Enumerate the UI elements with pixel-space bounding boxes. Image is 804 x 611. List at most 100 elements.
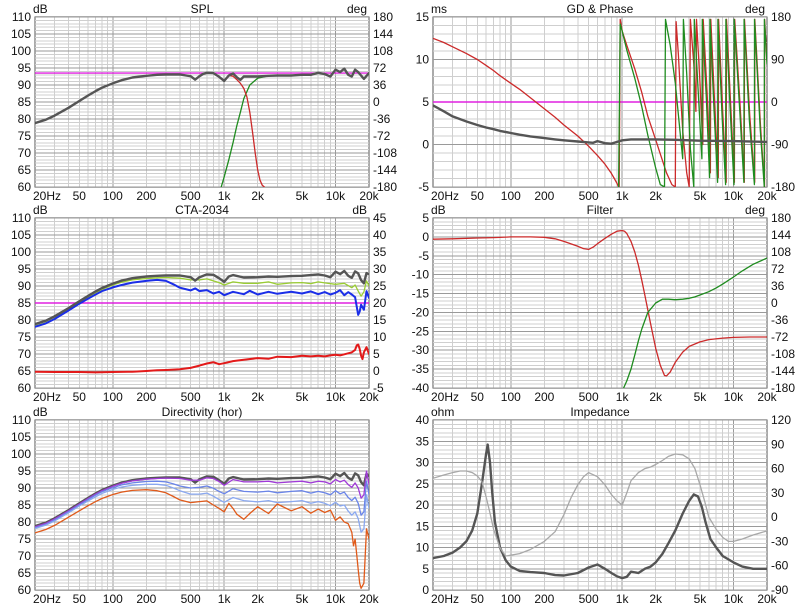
y2-tick-label: 60	[771, 462, 785, 476]
y-tick-label: 60	[18, 381, 32, 395]
y-tick-label: 75	[18, 330, 32, 344]
series-line-1	[433, 453, 767, 557]
y2-tick-label: 0	[771, 296, 778, 310]
y2-tick-label: -30	[771, 534, 789, 548]
y2-tick-label: 180	[771, 10, 791, 24]
y2-tick-label: 90	[771, 437, 785, 451]
y-tick-label: -40	[412, 381, 430, 395]
y2-tick-label: 72	[771, 262, 785, 276]
y-tick-label: 70	[18, 347, 32, 361]
x-tick-label: 1k	[616, 390, 630, 404]
x-tick-label: 1k	[616, 189, 630, 203]
series-line-2	[35, 67, 369, 125]
y-tick-label: 60	[18, 180, 32, 194]
y-tick-label: 0	[422, 138, 429, 152]
left-unit-label: ohm	[431, 405, 454, 419]
x-tick-label: 20k	[757, 189, 777, 203]
y-tick-label: 15	[416, 10, 430, 24]
x-tick-label: 20k	[359, 390, 379, 404]
series-line-0	[433, 229, 767, 377]
y2-tick-label: 180	[373, 10, 393, 24]
y-tick-label: 110	[12, 10, 31, 24]
series-line-3	[433, 104, 767, 145]
x-tick-label: 1k	[218, 189, 232, 203]
x-tick-label: 10k	[724, 189, 744, 203]
x-tick-label: 2k	[251, 189, 265, 203]
x-tick-label: 20Hz	[33, 189, 61, 203]
right-unit-label: dB	[352, 203, 367, 217]
x-tick-label: 10k	[724, 592, 744, 606]
x-tick-label: 50	[73, 189, 87, 203]
left-unit-label: ms	[431, 2, 447, 16]
y-tick-label: 60	[18, 583, 32, 597]
y-tick-label: -20	[412, 305, 430, 319]
x-tick-label: 1k	[218, 592, 232, 606]
x-tick-label: 200	[534, 189, 554, 203]
y-tick-label: 5	[422, 211, 429, 225]
x-tick-label: 500	[181, 189, 201, 203]
x-tick-label: 20k	[359, 189, 379, 203]
y2-tick-label: 40	[373, 228, 387, 242]
y2-tick-label: 0	[771, 95, 778, 109]
right-unit-label: deg	[745, 2, 765, 16]
y2-tick-label: -36	[373, 112, 391, 126]
y-tick-label: 35	[416, 434, 430, 448]
y-tick-label: 40	[416, 413, 430, 427]
x-tick-label: 20Hz	[431, 592, 459, 606]
y2-tick-label: 10	[373, 330, 387, 344]
y2-tick-label: -72	[771, 330, 789, 344]
y2-tick-label: 30	[373, 262, 387, 276]
y2-tick-label: 90	[771, 53, 785, 67]
y-tick-label: 80	[18, 313, 32, 327]
y2-tick-label: 144	[771, 228, 791, 242]
chart-title: Filter	[587, 203, 614, 217]
x-tick-label: 1k	[218, 390, 232, 404]
y-tick-label: 75	[18, 129, 32, 143]
series-line-0	[35, 276, 369, 327]
x-tick-label: 2k	[649, 592, 663, 606]
y-tick-label: 80	[18, 112, 32, 126]
y2-tick-label: 144	[373, 27, 393, 41]
x-tick-label: 2k	[251, 390, 265, 404]
y2-tick-label: -90	[771, 138, 789, 152]
y2-tick-label: -72	[373, 129, 391, 143]
x-tick-label: 50	[471, 189, 485, 203]
y-tick-label: 95	[18, 464, 32, 478]
y-tick-label: 65	[18, 364, 32, 378]
y-tick-label: -35	[412, 362, 430, 376]
y2-tick-label: -180	[771, 180, 795, 194]
y-tick-label: -15	[412, 287, 430, 301]
y2-tick-label: 30	[771, 486, 785, 500]
y-tick-label: 110	[12, 211, 31, 225]
x-tick-label: 5k	[694, 189, 708, 203]
left-unit-label: dB	[431, 203, 446, 217]
x-tick-label: 500	[181, 390, 201, 404]
y2-tick-label: 72	[373, 61, 387, 75]
x-tick-label: 20Hz	[431, 189, 459, 203]
y-tick-label: -30	[412, 343, 430, 357]
series-line-1	[35, 470, 369, 528]
y2-tick-label: 36	[771, 279, 785, 293]
x-tick-label: 5k	[296, 189, 310, 203]
x-tick-label: 500	[579, 189, 599, 203]
x-tick-label: 100	[103, 189, 123, 203]
y-tick-label: 100	[11, 447, 31, 461]
y2-tick-label: 15	[373, 313, 387, 327]
x-tick-label: 500	[579, 390, 599, 404]
x-tick-label: 20Hz	[33, 592, 61, 606]
x-tick-label: 100	[103, 390, 123, 404]
y-tick-label: -5	[418, 180, 429, 194]
y-tick-label: 5	[422, 562, 429, 576]
chart-title: Directivity (hor)	[162, 405, 243, 419]
y-tick-label: -5	[418, 249, 429, 263]
chart-title: Impedance	[570, 405, 630, 419]
x-tick-label: 10k	[326, 390, 346, 404]
y-tick-label: 85	[18, 296, 32, 310]
x-tick-label: 2k	[649, 189, 663, 203]
y-tick-label: 75	[18, 532, 32, 546]
y-tick-label: 10	[416, 53, 430, 67]
plot-area	[432, 217, 768, 389]
y-tick-label: 80	[18, 515, 32, 529]
